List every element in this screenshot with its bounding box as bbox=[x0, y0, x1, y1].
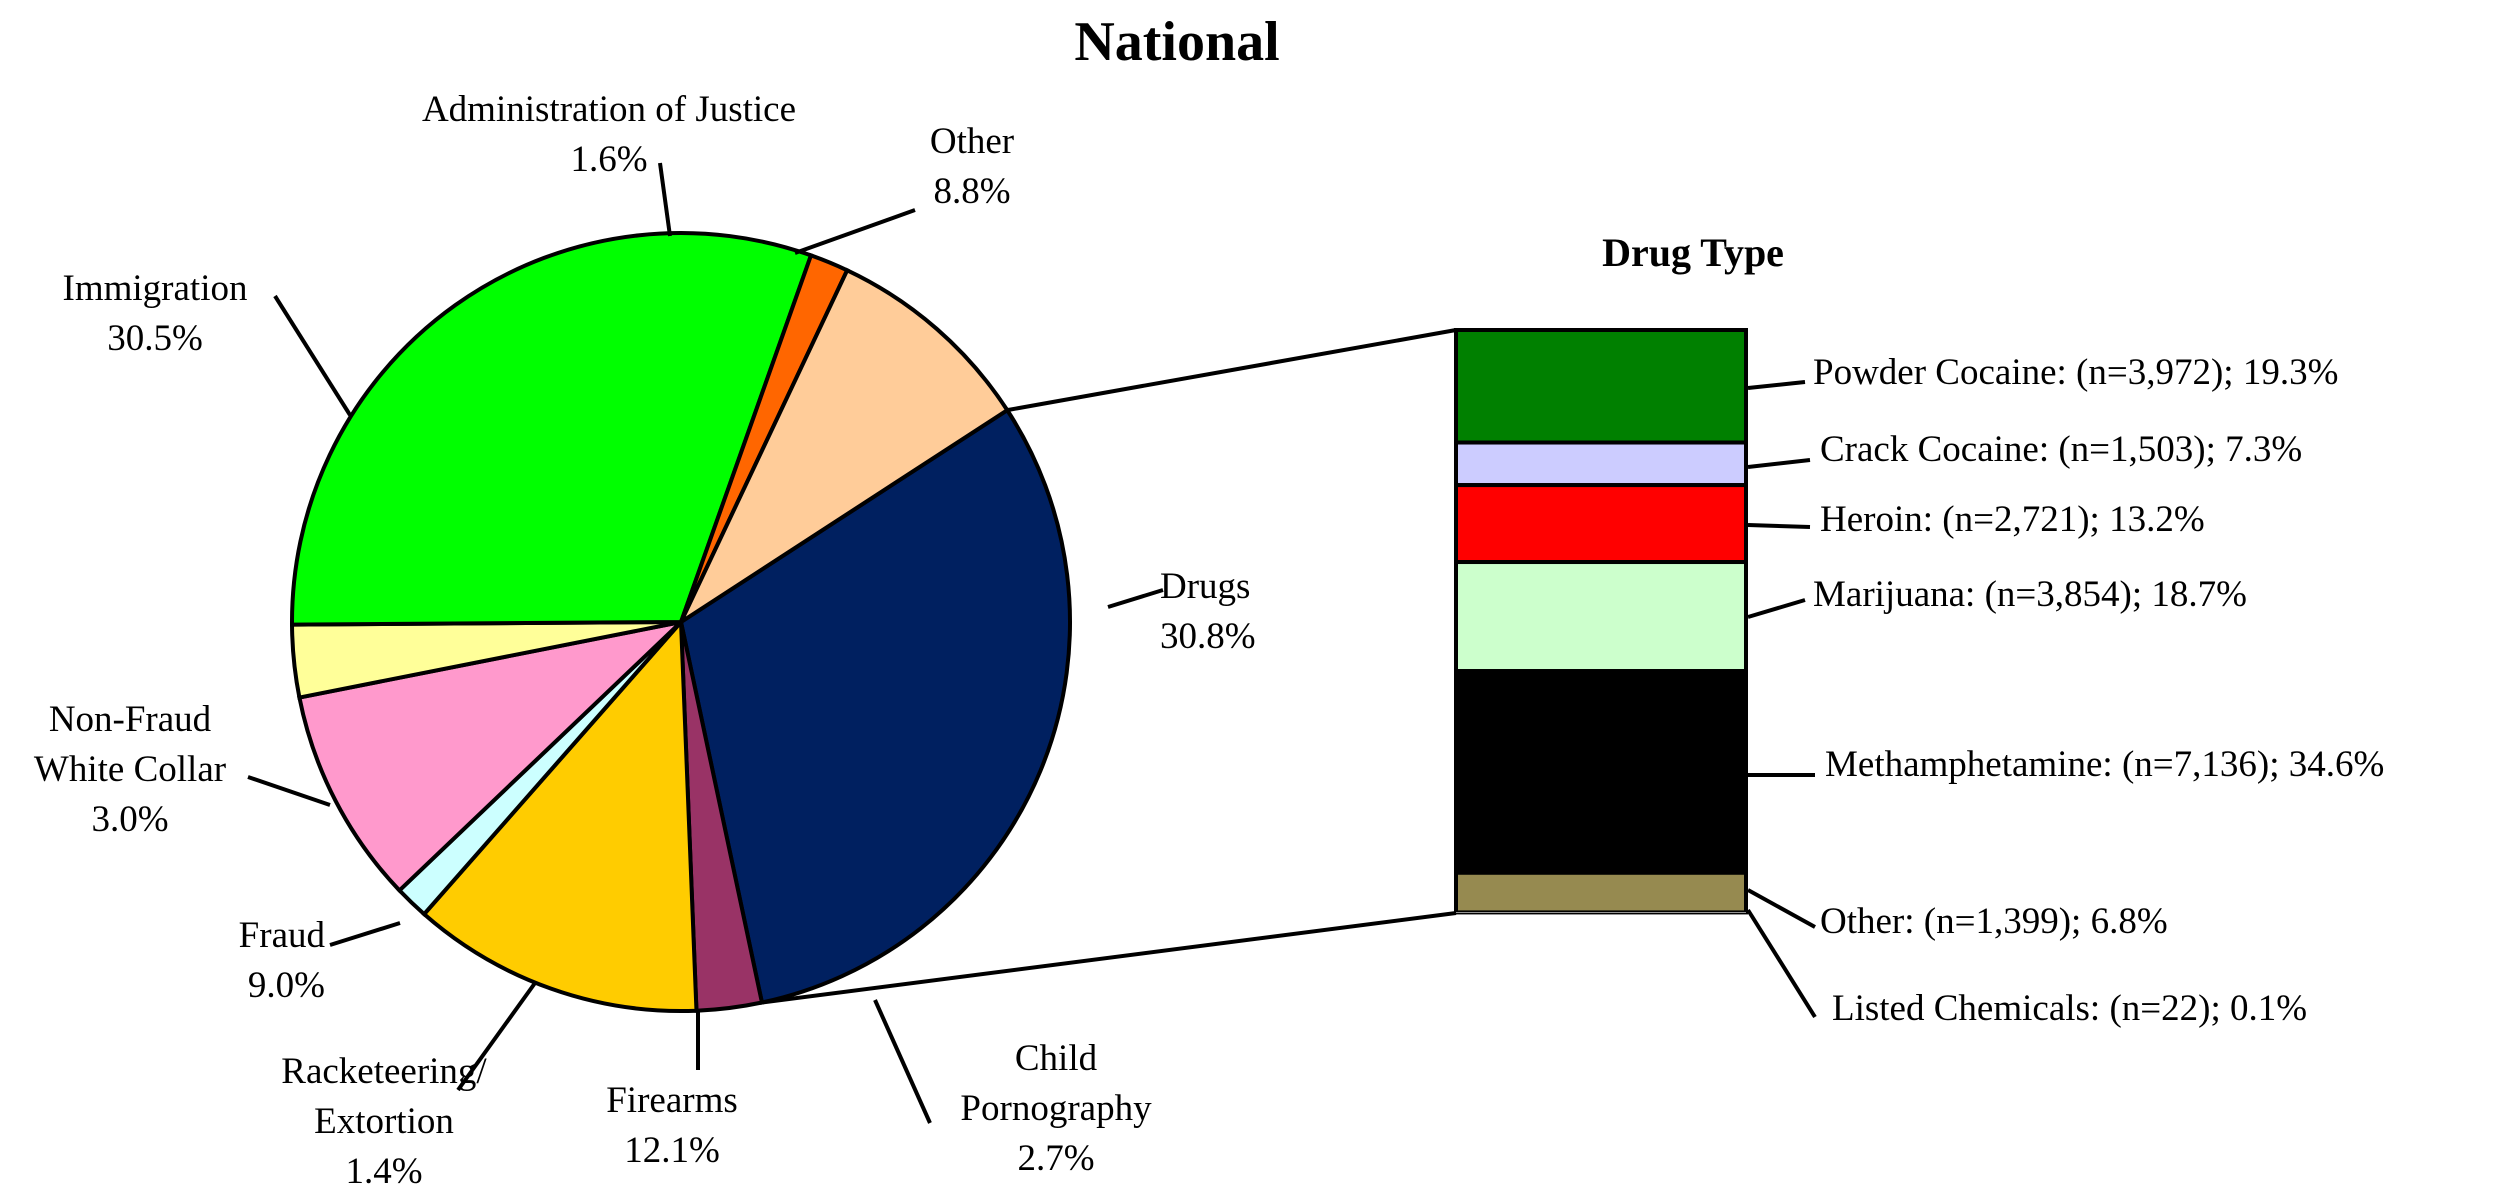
pie-label-non-fraud-white-collar: Non-Fraud White Collar 3.0% bbox=[34, 699, 226, 840]
pie-label-child-pornography: Child Pornography 2.7% bbox=[960, 1038, 1152, 1179]
pie-slice-immigration bbox=[290, 231, 814, 627]
pie-slice-other bbox=[676, 267, 1011, 628]
bar-leader-crack-cocaine bbox=[1747, 458, 1811, 469]
bar-segment-other bbox=[1454, 870, 1748, 915]
bar-label-crack-cocaine: Crack Cocaine: (n=1,503); 7.3% bbox=[1820, 429, 2302, 470]
bar-segment-heroin bbox=[1454, 483, 1748, 565]
chart-title: National bbox=[1074, 11, 1279, 73]
bar-leader-listed-chemicals bbox=[1746, 908, 1817, 1019]
leader-line-fraud bbox=[329, 921, 401, 947]
breakout-connectors bbox=[761, 328, 1457, 1005]
pie-slice-drugs bbox=[678, 407, 1072, 1005]
pie-label-other: Other 8.8% bbox=[930, 121, 1014, 212]
pie-label-administration-of-justice: Administration of Justice 1.6% bbox=[422, 89, 796, 180]
pie-label-firearms: Firearms 12.1% bbox=[606, 1080, 738, 1171]
bar-segment-powder-cocaine bbox=[1454, 328, 1748, 445]
bar-segment-methamphetamine bbox=[1454, 669, 1748, 875]
pie-label-immigration: Immigration 30.5% bbox=[63, 268, 248, 359]
pie-label-racketeering-extortion: Racketeering/Extortion 1.4% bbox=[281, 1051, 487, 1188]
leader-line-child-pornography bbox=[873, 999, 932, 1124]
drug-type-stacked-bar: Powder Cocaine: (n=3,972); 19.3% Crack Co… bbox=[1454, 328, 2384, 1029]
pie-slice-fraud bbox=[297, 618, 688, 894]
connector-top bbox=[1006, 328, 1457, 413]
bar-segment-marijuana bbox=[1454, 560, 1748, 674]
leader-line-other bbox=[794, 208, 916, 255]
bar-leader-heroin bbox=[1747, 523, 1811, 529]
bar-leader-marijuana bbox=[1747, 598, 1806, 619]
bar-label-other: Other: (n=1,399); 6.8% bbox=[1820, 901, 2168, 942]
bar-leader-powder-cocaine bbox=[1747, 380, 1806, 390]
bar-segment-listed-chemicals bbox=[1456, 912, 1746, 913]
pie-label-drugs: Drugs 30.8% bbox=[1160, 566, 1256, 657]
bar-label-heroin: Heroin: (n=2,721); 13.2% bbox=[1820, 499, 2205, 540]
leader-line-racketeering-extortion bbox=[456, 981, 537, 1092]
pie-chart: Drugs 30.8% Child Pornography 2.7% Firearms 12… bbox=[34, 89, 1256, 1188]
bar-label-marijuana: Marijuana: (n=3,854); 18.7% bbox=[1813, 574, 2247, 615]
pie-slice-firearms bbox=[421, 616, 699, 1013]
leader-line-immigration bbox=[273, 294, 352, 417]
connector-bottom bbox=[761, 911, 1457, 1005]
bar-label-methamphetamine: Methamphetamine: (n=7,136); 34.6% bbox=[1825, 744, 2384, 785]
bar-leader-other bbox=[1747, 888, 1816, 929]
drug-type-title: Drug Type bbox=[1602, 230, 1784, 275]
leader-line-drugs bbox=[1107, 588, 1164, 609]
bar-label-powder-cocaine: Powder Cocaine: (n=3,972); 19.3% bbox=[1813, 352, 2338, 393]
leader-line-administration-of-justice bbox=[658, 162, 672, 237]
leader-line-non-fraud-white-collar bbox=[247, 775, 331, 807]
bar-label-listed-chemicals: Listed Chemicals: (n=22); 0.1% bbox=[1832, 988, 2307, 1029]
bar-segment-crack-cocaine bbox=[1454, 440, 1748, 488]
pie-label-fraud: Fraud 9.0% bbox=[239, 915, 326, 1006]
